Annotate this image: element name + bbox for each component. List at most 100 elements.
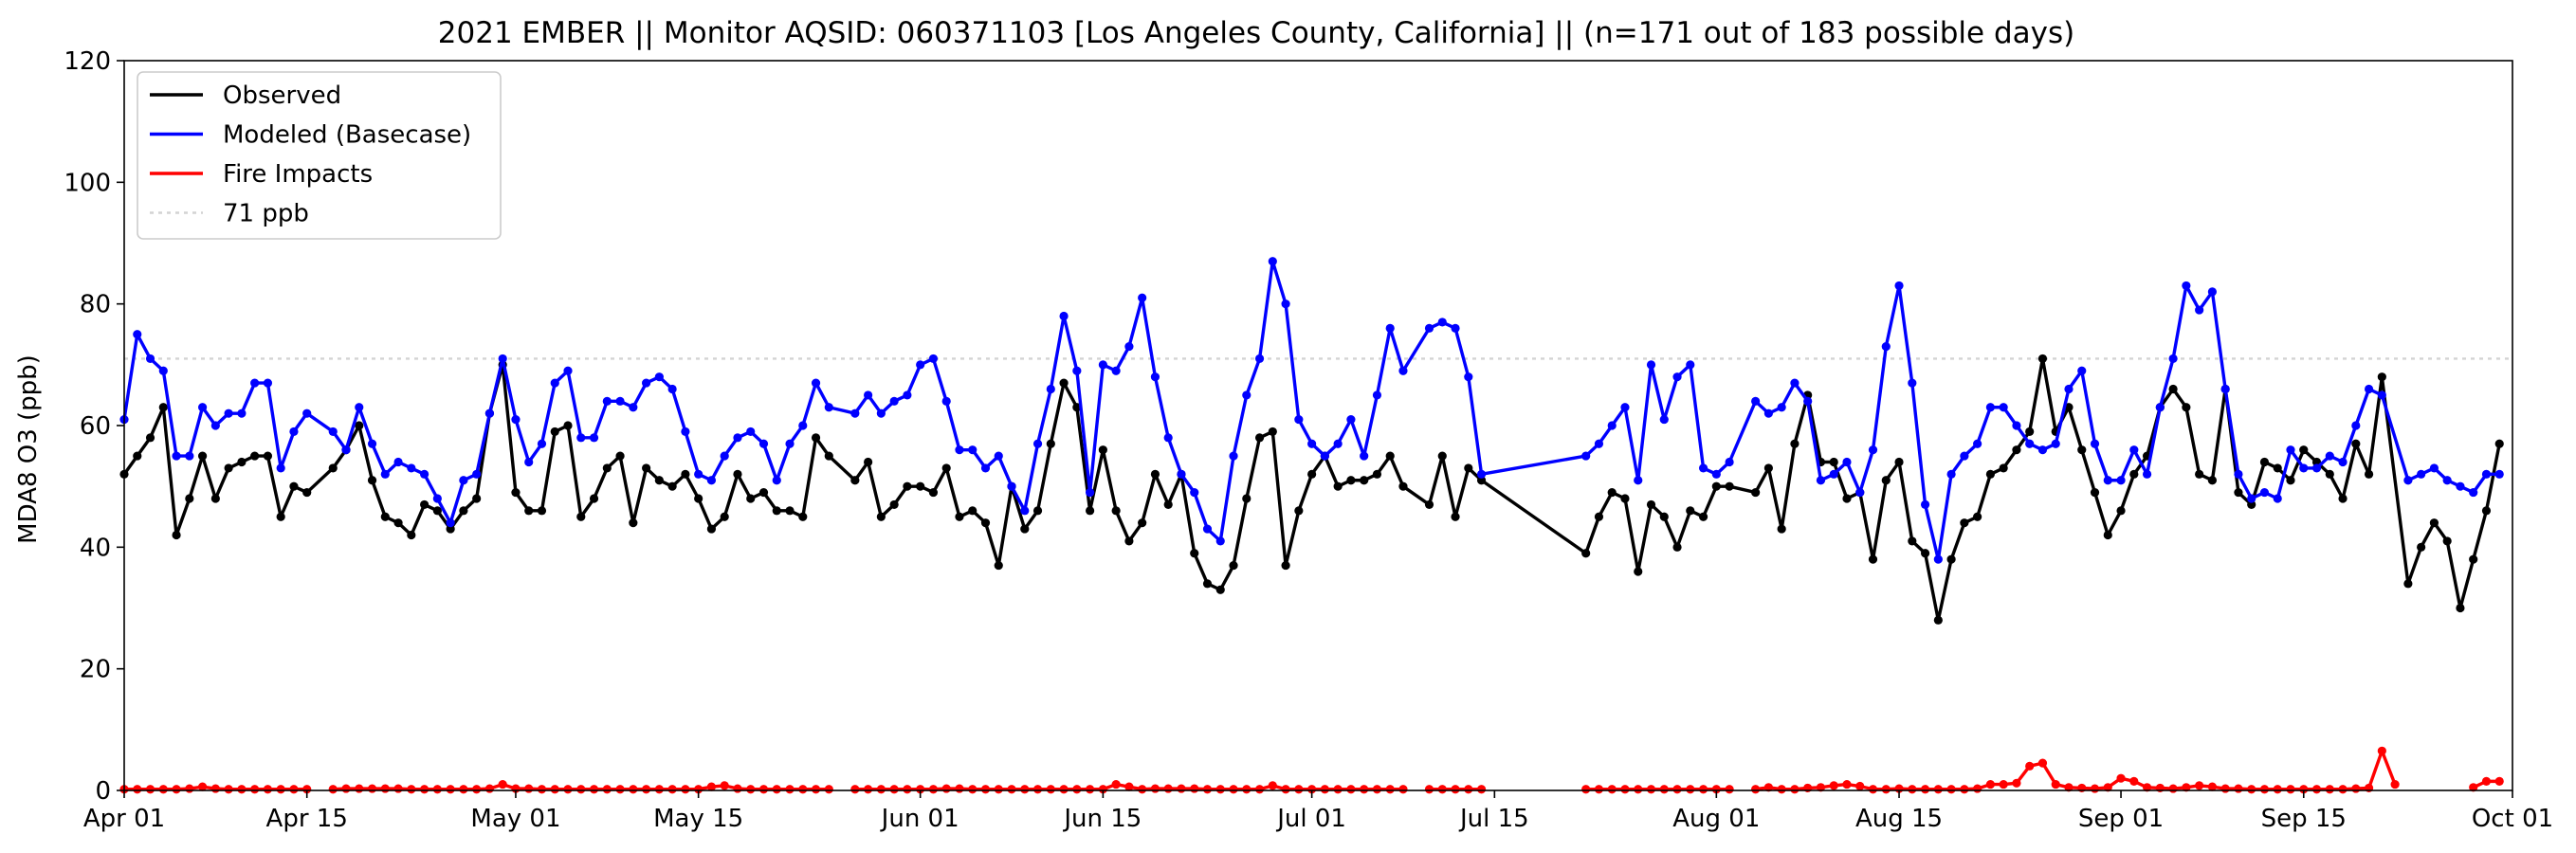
data-point-fire-impacts [2377, 746, 2386, 755]
data-point-modeled-basecase [1634, 476, 1643, 485]
data-point-observed [876, 512, 886, 521]
data-point-modeled-basecase [172, 451, 181, 461]
data-point-observed [2338, 494, 2348, 503]
data-point-fire-impacts [2311, 785, 2322, 794]
data-point-observed [2417, 542, 2426, 552]
y-tick-label: 40 [80, 534, 111, 562]
data-point-observed [758, 487, 769, 498]
data-point-observed [1868, 554, 1878, 564]
data-point-fire-impacts [2325, 785, 2334, 794]
data-point-modeled-basecase [2155, 403, 2165, 412]
data-point-observed [1150, 469, 1160, 479]
data-point-modeled-basecase [2037, 445, 2048, 455]
x-tick-label: Jun 15 [1062, 805, 1142, 833]
axes-layer: 0 20 40 60 80 100 120 Apr 01 Apr 15 May 01 May 15 J… [64, 47, 2553, 833]
data-point-modeled-basecase [889, 396, 899, 406]
data-point-modeled-basecase [380, 469, 390, 479]
data-point-observed [576, 512, 586, 521]
data-point-fire-impacts [576, 785, 586, 794]
data-point-modeled-basecase [746, 426, 756, 437]
data-point-fire-impacts [1607, 785, 1617, 794]
data-point-modeled-basecase [1307, 439, 1317, 448]
data-point-modeled-basecase [2195, 305, 2204, 315]
data-point-modeled-basecase [1202, 524, 1213, 534]
data-point-fire-impacts [1659, 785, 1669, 794]
data-point-modeled-basecase [2364, 384, 2374, 394]
data-point-modeled-basecase [2142, 469, 2152, 479]
data-point-fire-impacts [224, 785, 233, 794]
data-point-modeled-basecase [2403, 476, 2413, 485]
x-tick-label: Apr 01 [83, 805, 165, 833]
data-point-fire-impacts [250, 785, 260, 794]
data-point-modeled-basecase [994, 451, 1003, 461]
data-point-modeled-basecase [341, 445, 351, 455]
data-point-modeled-basecase [2129, 445, 2139, 455]
data-point-modeled-basecase [1098, 360, 1107, 370]
data-point-fire-impacts [1686, 785, 1695, 794]
data-point-fire-impacts [889, 785, 899, 794]
data-point-fire-impacts [1111, 779, 1121, 789]
data-point-fire-impacts [1711, 785, 1721, 794]
data-point-modeled-basecase [968, 445, 977, 455]
data-point-observed [2351, 439, 2361, 448]
data-point-fire-impacts [328, 785, 338, 794]
data-point-modeled-basecase [2377, 390, 2386, 400]
data-point-observed [1046, 439, 1055, 448]
data-point-modeled-basecase [1254, 354, 1265, 364]
y-tick-label: 80 [80, 291, 111, 319]
data-point-fire-impacts [484, 784, 495, 793]
data-point-modeled-basecase [1281, 299, 1290, 309]
data-point-fire-impacts [642, 785, 651, 794]
data-point-fire-impacts [2207, 782, 2217, 791]
data-point-modeled-basecase [1816, 476, 1826, 485]
data-point-observed [1294, 506, 1304, 516]
data-point-fire-impacts [133, 785, 142, 794]
data-point-observed [2325, 469, 2334, 479]
data-point-modeled-basecase [1111, 366, 1121, 375]
data-point-fire-impacts [1059, 785, 1069, 794]
data-point-fire-impacts [1215, 785, 1225, 794]
data-point-fire-impacts [1190, 784, 1199, 793]
data-point-fire-impacts [811, 785, 821, 794]
data-point-modeled-basecase [2469, 487, 2478, 498]
data-point-fire-impacts [654, 785, 664, 794]
data-point-observed [1307, 469, 1317, 479]
data-point-observed [772, 506, 781, 516]
data-point-fire-impacts [694, 785, 703, 794]
data-point-observed [2247, 499, 2256, 510]
data-point-modeled-basecase [1894, 281, 1904, 291]
data-point-modeled-basecase [681, 426, 690, 437]
data-point-modeled-basecase [2259, 487, 2270, 498]
data-point-modeled-basecase [1881, 341, 1891, 352]
data-point-modeled-basecase [459, 476, 468, 485]
data-point-fire-impacts [1725, 785, 1734, 794]
data-point-observed [941, 463, 951, 473]
data-point-fire-impacts [472, 785, 482, 794]
data-point-fire-impacts [2182, 783, 2191, 792]
data-point-fire-impacts [263, 785, 273, 794]
data-point-fire-impacts [550, 785, 559, 794]
data-point-observed [459, 506, 468, 516]
data-point-modeled-basecase [733, 433, 742, 443]
data-point-modeled-basecase [2012, 421, 2021, 430]
data-point-fire-impacts [1476, 785, 1487, 794]
data-point-fire-impacts [1842, 779, 1852, 789]
data-point-modeled-basecase [302, 408, 312, 418]
legend-box [137, 71, 502, 240]
data-point-modeled-basecase [1229, 451, 1238, 461]
data-point-fire-impacts [2051, 779, 2060, 789]
data-point-fire-impacts [1360, 785, 1369, 794]
y-axis-label: MDA8 O3 (ppb) [14, 354, 43, 544]
data-point-observed [2195, 469, 2204, 479]
data-point-fire-impacts [1020, 785, 1030, 794]
data-point-modeled-basecase [2456, 481, 2465, 491]
data-point-observed [2090, 487, 2100, 498]
data-point-fire-impacts [563, 785, 573, 794]
data-point-observed [589, 494, 599, 503]
data-point-modeled-basecase [498, 354, 507, 364]
data-point-modeled-basecase [1346, 414, 1356, 425]
data-point-observed [602, 463, 612, 473]
legend-label: Observed [223, 82, 341, 110]
data-point-modeled-basecase [667, 384, 677, 394]
data-point-modeled-basecase [1451, 323, 1460, 333]
